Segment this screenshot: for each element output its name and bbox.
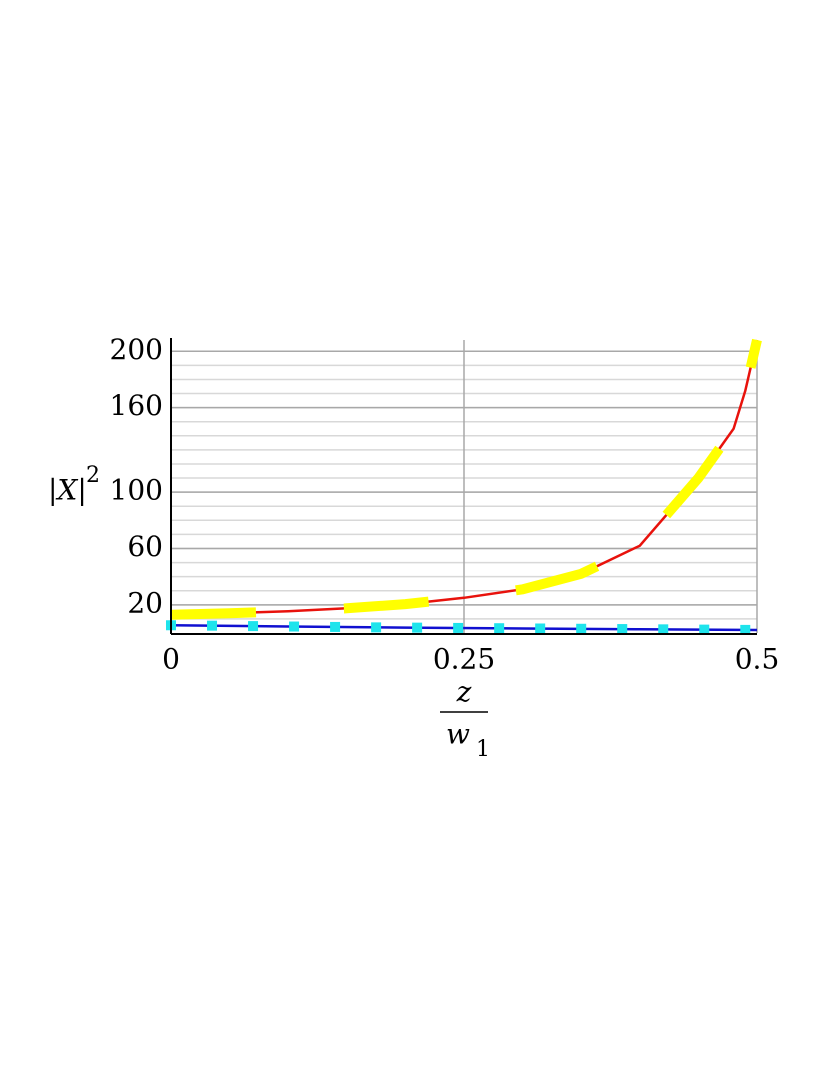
y-tick-label: 20 <box>127 586 163 619</box>
y-label-exponent: 2 <box>86 463 100 488</box>
marker <box>617 624 628 635</box>
marker <box>371 622 382 633</box>
marker <box>453 622 464 633</box>
marker <box>412 622 423 633</box>
marker <box>535 623 546 634</box>
x-label-numerator: z <box>456 676 472 709</box>
y-tick-label: 200 <box>110 333 163 366</box>
x-label-denominator: w <box>446 718 470 751</box>
marker <box>699 624 710 635</box>
marker <box>207 620 218 631</box>
marker <box>289 621 300 632</box>
marker <box>658 624 669 635</box>
x-tick-label: 0.25 <box>433 643 495 676</box>
marker <box>576 623 587 634</box>
marker <box>330 621 341 632</box>
y-tick-label: 160 <box>110 389 163 422</box>
x-label-subscript: 1 <box>476 737 490 762</box>
x-tick-label: 0 <box>162 643 180 676</box>
x-tick-label: 0.5 <box>735 643 780 676</box>
marker <box>494 623 505 634</box>
marker <box>740 624 751 635</box>
y-label: |X| <box>48 474 87 507</box>
series-line <box>170 338 762 620</box>
marker <box>248 621 259 632</box>
y-tick-label: 100 <box>110 474 163 507</box>
y-tick-label: 60 <box>127 530 163 563</box>
